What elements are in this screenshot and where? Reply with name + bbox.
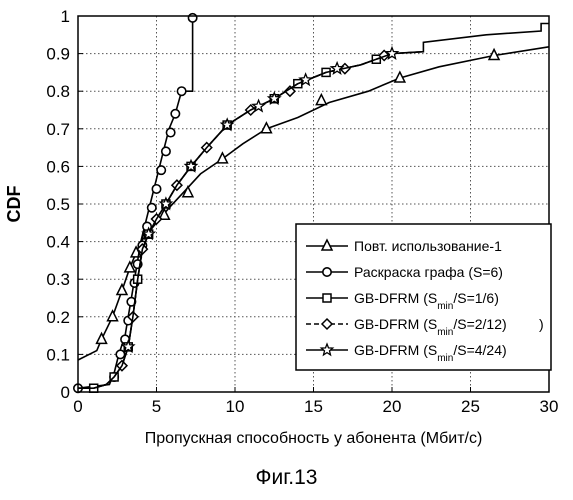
data-point (316, 95, 326, 105)
y-tick-label: 0.4 (46, 233, 70, 252)
y-axis-label: CDF (4, 186, 24, 223)
y-tick-label: 0 (61, 383, 70, 402)
data-point (188, 14, 196, 22)
data-point (157, 166, 165, 174)
y-tick-label: 0.2 (46, 308, 70, 327)
data-point (177, 87, 185, 95)
y-tick-label: 1 (61, 7, 70, 26)
data-point (97, 333, 107, 343)
figure-caption: Фиг.13 (0, 466, 573, 490)
data-point (108, 311, 118, 321)
x-tick-label: 0 (73, 397, 82, 416)
y-tick-label: 0.5 (46, 195, 70, 214)
y-tick-label: 0.8 (46, 82, 70, 101)
data-point (152, 185, 160, 193)
data-point (117, 284, 127, 294)
x-tick-label: 30 (540, 397, 559, 416)
series-line (78, 18, 197, 388)
legend-marker (323, 268, 331, 276)
data-point (171, 110, 179, 118)
y-tick-label: 0.3 (46, 270, 70, 289)
legend-marker (323, 294, 331, 302)
data-point (148, 204, 156, 212)
y-tick-label: 0.7 (46, 120, 70, 139)
x-tick-label: 5 (152, 397, 161, 416)
legend-extra-paren: ) (539, 316, 544, 332)
y-tick-label: 0.9 (46, 45, 70, 64)
x-tick-label: 25 (461, 397, 480, 416)
series-2 (74, 14, 198, 393)
x-tick-label: 15 (304, 397, 323, 416)
x-tick-label: 10 (226, 397, 245, 416)
legend-label: Повт. использование-1 (354, 238, 502, 254)
data-point (116, 350, 124, 358)
data-point (162, 147, 170, 155)
x-tick-label: 20 (383, 397, 402, 416)
legend-label: Раскраска графа (S=6) (354, 264, 503, 280)
x-axis-label: Пропускная способность у абонента (Мбит/… (145, 430, 483, 447)
y-tick-label: 0.1 (46, 345, 70, 364)
y-tick-label: 0.6 (46, 157, 70, 176)
legend: Повт. использование-1 Раскраска графа (S=… (296, 224, 551, 370)
data-point (217, 153, 227, 163)
data-point (331, 63, 343, 74)
data-point (166, 128, 174, 136)
